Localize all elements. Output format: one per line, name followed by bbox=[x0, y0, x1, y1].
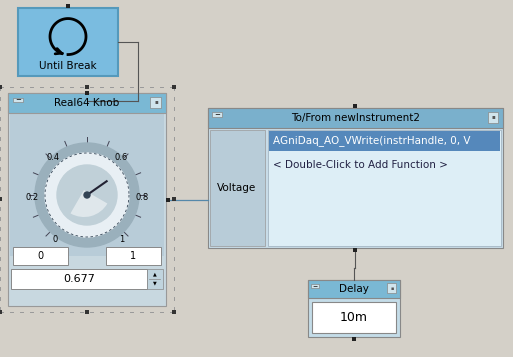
Bar bbox=[85, 310, 89, 314]
Bar bbox=[147, 269, 163, 289]
Circle shape bbox=[84, 192, 90, 198]
Text: AGniDaq_AO_VWrite(instrHandle, 0, V: AGniDaq_AO_VWrite(instrHandle, 0, V bbox=[273, 136, 470, 146]
Bar bbox=[66, 4, 70, 8]
Text: Voltage: Voltage bbox=[218, 183, 256, 193]
Bar bbox=[166, 198, 170, 202]
Text: < Double-Click to Add Function >: < Double-Click to Add Function > bbox=[273, 160, 448, 170]
Text: 0: 0 bbox=[37, 251, 44, 261]
Text: ▲: ▲ bbox=[153, 272, 157, 277]
Bar bbox=[312, 302, 396, 333]
Bar bbox=[0, 310, 2, 314]
Text: 10m: 10m bbox=[340, 311, 368, 324]
Text: 0.6: 0.6 bbox=[114, 152, 128, 161]
Text: Delay: Delay bbox=[339, 284, 369, 294]
Bar bbox=[311, 284, 319, 288]
Circle shape bbox=[57, 165, 117, 225]
Text: ▪: ▪ bbox=[390, 286, 393, 291]
Bar bbox=[8, 93, 166, 113]
Bar bbox=[308, 280, 400, 337]
Bar bbox=[387, 283, 396, 293]
Bar bbox=[10, 113, 164, 256]
Bar bbox=[352, 337, 356, 341]
Text: 0.677: 0.677 bbox=[63, 274, 95, 284]
Bar bbox=[13, 247, 68, 265]
Bar bbox=[210, 130, 265, 246]
Bar bbox=[208, 108, 503, 248]
Text: −: − bbox=[312, 283, 318, 288]
Bar bbox=[13, 98, 23, 102]
Text: 0.2: 0.2 bbox=[26, 192, 38, 201]
Text: To/From newInstrument2: To/From newInstrument2 bbox=[291, 113, 420, 123]
Wedge shape bbox=[70, 190, 107, 217]
Text: ▼: ▼ bbox=[153, 281, 157, 286]
Text: 1: 1 bbox=[130, 251, 136, 261]
Bar bbox=[353, 104, 357, 108]
Text: ▪: ▪ bbox=[491, 115, 495, 120]
Bar bbox=[18, 8, 118, 76]
Bar bbox=[0, 85, 2, 89]
Bar bbox=[11, 269, 147, 289]
Text: Until Break: Until Break bbox=[39, 61, 97, 71]
Bar bbox=[172, 310, 176, 314]
Bar bbox=[208, 108, 503, 128]
Text: Real64 Knob: Real64 Knob bbox=[54, 98, 120, 108]
Text: 0.4: 0.4 bbox=[47, 152, 60, 161]
Bar bbox=[172, 85, 176, 89]
Bar bbox=[8, 93, 166, 306]
Bar bbox=[212, 112, 222, 117]
Bar bbox=[353, 248, 357, 252]
Text: 0.8: 0.8 bbox=[135, 192, 149, 201]
Text: ▪: ▪ bbox=[154, 100, 158, 105]
Bar bbox=[268, 130, 501, 246]
Circle shape bbox=[35, 143, 139, 247]
Bar bbox=[308, 280, 400, 298]
Bar bbox=[269, 131, 500, 151]
Bar bbox=[150, 97, 161, 108]
Text: −: − bbox=[15, 97, 21, 103]
Text: 0: 0 bbox=[52, 235, 57, 243]
Circle shape bbox=[45, 153, 129, 237]
Bar bbox=[488, 112, 498, 123]
Bar bbox=[172, 197, 176, 201]
Bar bbox=[106, 247, 161, 265]
Bar bbox=[85, 91, 89, 95]
Bar bbox=[0, 197, 2, 201]
Bar bbox=[85, 85, 89, 89]
Text: 1: 1 bbox=[120, 235, 125, 243]
Text: −: − bbox=[214, 112, 220, 118]
Bar bbox=[353, 248, 357, 252]
